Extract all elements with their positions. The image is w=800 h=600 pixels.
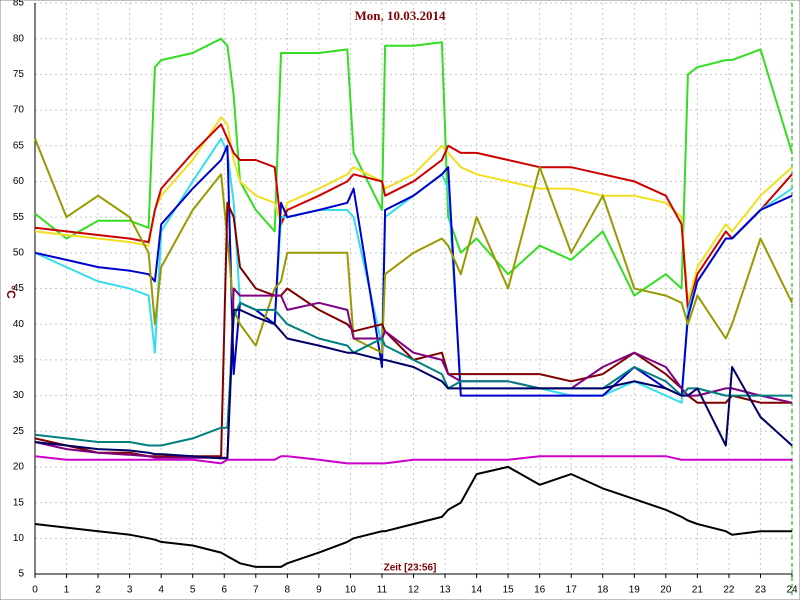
y-tick-label: 75 — [13, 69, 25, 80]
y-tick-label: 40 — [13, 319, 25, 330]
x-tick-label: 23 — [755, 585, 767, 596]
chart-title: Mon, 10.03.2014 — [355, 8, 447, 23]
y-tick-label: 55 — [13, 212, 25, 223]
x-tick-label: 16 — [534, 585, 546, 596]
x-tick-label: 18 — [597, 585, 609, 596]
x-tick-label: 20 — [660, 585, 672, 596]
y-tick-label: 20 — [13, 462, 25, 473]
series-line — [34, 301, 792, 447]
y-axis-label: °C — [4, 285, 18, 299]
x-tick-label: 22 — [723, 585, 735, 596]
series-line — [34, 37, 793, 297]
x-tick-label: 3 — [127, 585, 133, 596]
y-tick-label: 80 — [13, 33, 25, 44]
x-tick-label: 12 — [408, 585, 420, 596]
x-tick-label: 21 — [692, 585, 704, 596]
x-tick-label: 4 — [158, 585, 164, 596]
y-tick-label: 85 — [13, 0, 25, 9]
y-tick-label: 25 — [13, 426, 25, 437]
y-tick-label: 30 — [13, 390, 25, 401]
series-line — [34, 455, 792, 465]
x-tick-label: 13 — [439, 585, 451, 596]
series-line — [34, 465, 792, 568]
series-line — [34, 138, 793, 354]
x-tick-label: 10 — [345, 585, 357, 596]
x-tick-label: 24 — [786, 585, 798, 596]
y-tick-label: 45 — [13, 283, 25, 294]
x-tick-label: 19 — [629, 585, 641, 596]
x-tick-label: 1 — [64, 585, 70, 596]
x-tick-label: 5 — [190, 585, 196, 596]
x-axis-label: Zeit [23:56] — [384, 563, 437, 574]
x-tick-label: 15 — [503, 585, 515, 596]
x-tick-label: 8 — [285, 585, 291, 596]
y-tick-label: 5 — [18, 569, 24, 580]
y-tick-label: 70 — [13, 105, 25, 116]
y-tick-label: 50 — [13, 247, 25, 258]
series-line — [34, 123, 793, 311]
x-tick-label: 7 — [253, 585, 259, 596]
y-tick-label: 15 — [13, 497, 25, 508]
series-line — [34, 201, 792, 458]
x-tick-label: 0 — [32, 585, 38, 596]
y-tick-label: 60 — [13, 176, 25, 187]
x-tick-label: 14 — [471, 585, 483, 596]
y-tick-label: 10 — [13, 533, 25, 544]
x-tick-label: 17 — [566, 585, 578, 596]
y-tick-label: 65 — [13, 140, 25, 151]
x-tick-label: 2 — [95, 585, 101, 596]
x-tick-label: 6 — [221, 585, 227, 596]
series-line — [34, 308, 793, 460]
x-tick-label: 9 — [316, 585, 322, 596]
y-tick-label: 35 — [13, 355, 25, 366]
x-tick-label: 11 — [377, 585, 388, 596]
